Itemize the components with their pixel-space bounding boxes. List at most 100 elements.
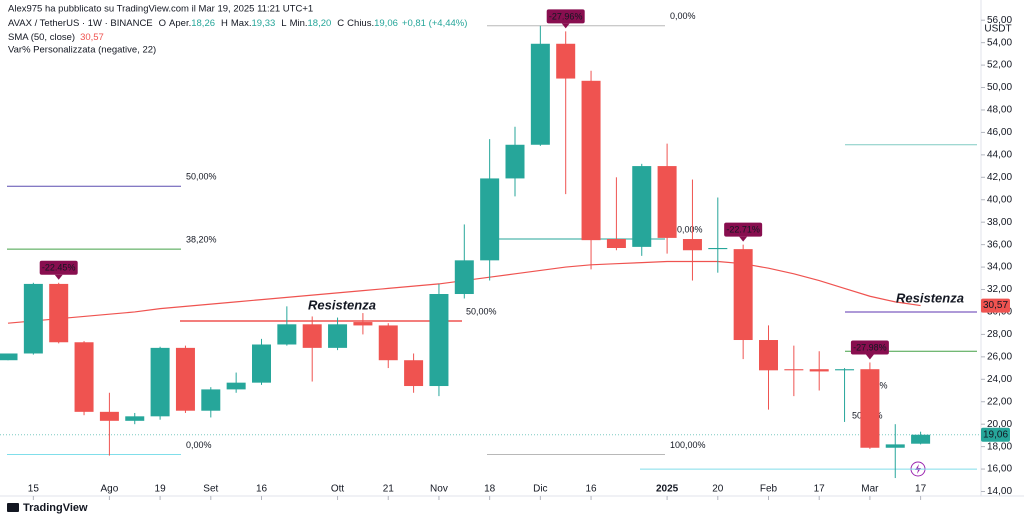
brand-logo: [7, 503, 19, 512]
level-label: 0,00%: [186, 440, 212, 450]
candle-body: [632, 166, 652, 247]
annotation: Resistenza: [308, 297, 376, 312]
candle-body: [682, 239, 702, 251]
x-tick-label: Ott: [331, 484, 345, 495]
brand-name: TradingView: [23, 502, 88, 514]
y-tick-label: 32,00: [987, 284, 1012, 295]
ohlc-key: H: [221, 18, 228, 29]
candle-body: [328, 324, 348, 348]
tag-pointer: [561, 23, 570, 29]
y-tick-label: 44,00: [987, 150, 1012, 161]
x-tick-label: 18: [484, 484, 496, 495]
y-tick-label: 28,00: [987, 329, 1012, 340]
y-tick-label: 52,00: [987, 60, 1012, 71]
change: +0,81 (+4,44%): [402, 18, 468, 29]
y-tick-label: 34,00: [987, 262, 1012, 273]
x-tick-label: 16: [256, 484, 268, 495]
tag-pointer: [865, 354, 874, 360]
tag-pointer: [54, 274, 63, 280]
candle-body: [23, 283, 43, 354]
tag-label: -22.71%: [726, 225, 760, 235]
x-tick-label: Dic: [533, 484, 547, 495]
ohlc-name: Chius.: [347, 18, 374, 29]
y-tick-label: 20,00: [987, 419, 1012, 430]
x-tick-label: Ago: [101, 484, 119, 495]
y-tick-label: 42,00: [987, 172, 1012, 183]
candle-body: [759, 340, 778, 371]
ohlc-key: C: [337, 18, 344, 29]
candle-body: [860, 369, 880, 448]
symbol: AVAX / TetherUS · 1W · BINANCE: [8, 18, 153, 29]
candle-body: [606, 239, 626, 248]
sma-name: SMA (50, close): [8, 32, 75, 43]
level-label: 0,00%: [677, 224, 703, 234]
x-tick-label: Nov: [430, 484, 448, 495]
candle-body: [201, 389, 221, 411]
candle-body: [708, 248, 728, 250]
price-label: 30,57: [983, 300, 1008, 311]
candle-body: [556, 43, 576, 79]
tag-pointer: [739, 236, 748, 242]
candle-body: [378, 325, 398, 361]
ohlc-key: O: [159, 18, 166, 29]
candle-body: [505, 144, 525, 179]
candle-body: [125, 416, 145, 421]
x-tick-label: 21: [383, 484, 395, 495]
level-label: 50,00%: [186, 172, 217, 182]
y-tick-label: 48,00: [987, 105, 1012, 116]
y-tick-label: 14,00: [987, 486, 1012, 497]
ohlc-value: 19,33: [251, 18, 275, 29]
indicator-legend: Var% Personalizzata (negative, 22): [8, 45, 156, 56]
price-label: 19,06: [983, 429, 1008, 440]
ohlc-value: 19,06: [374, 18, 398, 29]
y-tick-label: 24,00: [987, 374, 1012, 385]
candle-body: [353, 322, 373, 326]
candle-body: [226, 382, 246, 390]
x-tick-label: 17: [915, 484, 927, 495]
sma-legend: SMA (50, close) 30,57: [8, 32, 104, 43]
candle-body: [0, 353, 18, 361]
level-label: 0,00%: [670, 11, 696, 21]
tag-label: -22.45%: [42, 263, 76, 273]
level-label: 50,00%: [466, 306, 497, 316]
y-tick-label: 46,00: [987, 127, 1012, 138]
ohlc-key: L: [281, 18, 286, 29]
annotation: Resistenza: [896, 290, 964, 305]
ohlc-value: 18,20: [308, 18, 332, 29]
candle-body: [302, 324, 322, 348]
level-label: 100,00%: [670, 440, 706, 450]
candle-body: [404, 360, 424, 387]
y-tick-label: 38,00: [987, 217, 1012, 228]
x-tick-label: Set: [203, 484, 218, 495]
ohlc-name: Aper.: [169, 18, 191, 29]
candle-body: [581, 80, 601, 241]
x-tick-label: 2025: [656, 484, 679, 495]
candle-body: [150, 347, 170, 417]
x-tick-label: 17: [814, 484, 826, 495]
y-tick-label: 36,00: [987, 239, 1012, 250]
axis-unit: USDT: [984, 24, 1011, 35]
candle-body: [911, 434, 931, 444]
tag-box: [724, 222, 763, 237]
publisher: Alex975 ha pubblicato su TradingView.com…: [8, 4, 313, 15]
candle-body: [835, 369, 855, 371]
y-tick-label: 50,00: [987, 82, 1012, 93]
candle-body: [454, 260, 474, 295]
x-tick-label: 16: [585, 484, 597, 495]
y-tick-label: 56,00: [987, 15, 1012, 26]
candle-body: [99, 411, 119, 421]
ohlc-name: Min.: [290, 18, 308, 29]
y-tick-label: 16,00: [987, 464, 1012, 475]
candle-body: [530, 43, 550, 145]
x-tick-label: Feb: [760, 484, 778, 495]
candle-body: [429, 294, 449, 387]
candle-body: [657, 166, 677, 238]
y-tick-label: 18,00: [987, 441, 1012, 452]
candle-body: [733, 249, 753, 341]
symbol-legend: AVAX / TetherUS · 1W · BINANCE O Aper. 18,2…: [8, 18, 467, 29]
x-tick-label: 20: [712, 484, 724, 495]
sma-value: 30,57: [80, 32, 104, 43]
candle-body: [480, 178, 500, 261]
price-label-box: [981, 427, 1010, 442]
